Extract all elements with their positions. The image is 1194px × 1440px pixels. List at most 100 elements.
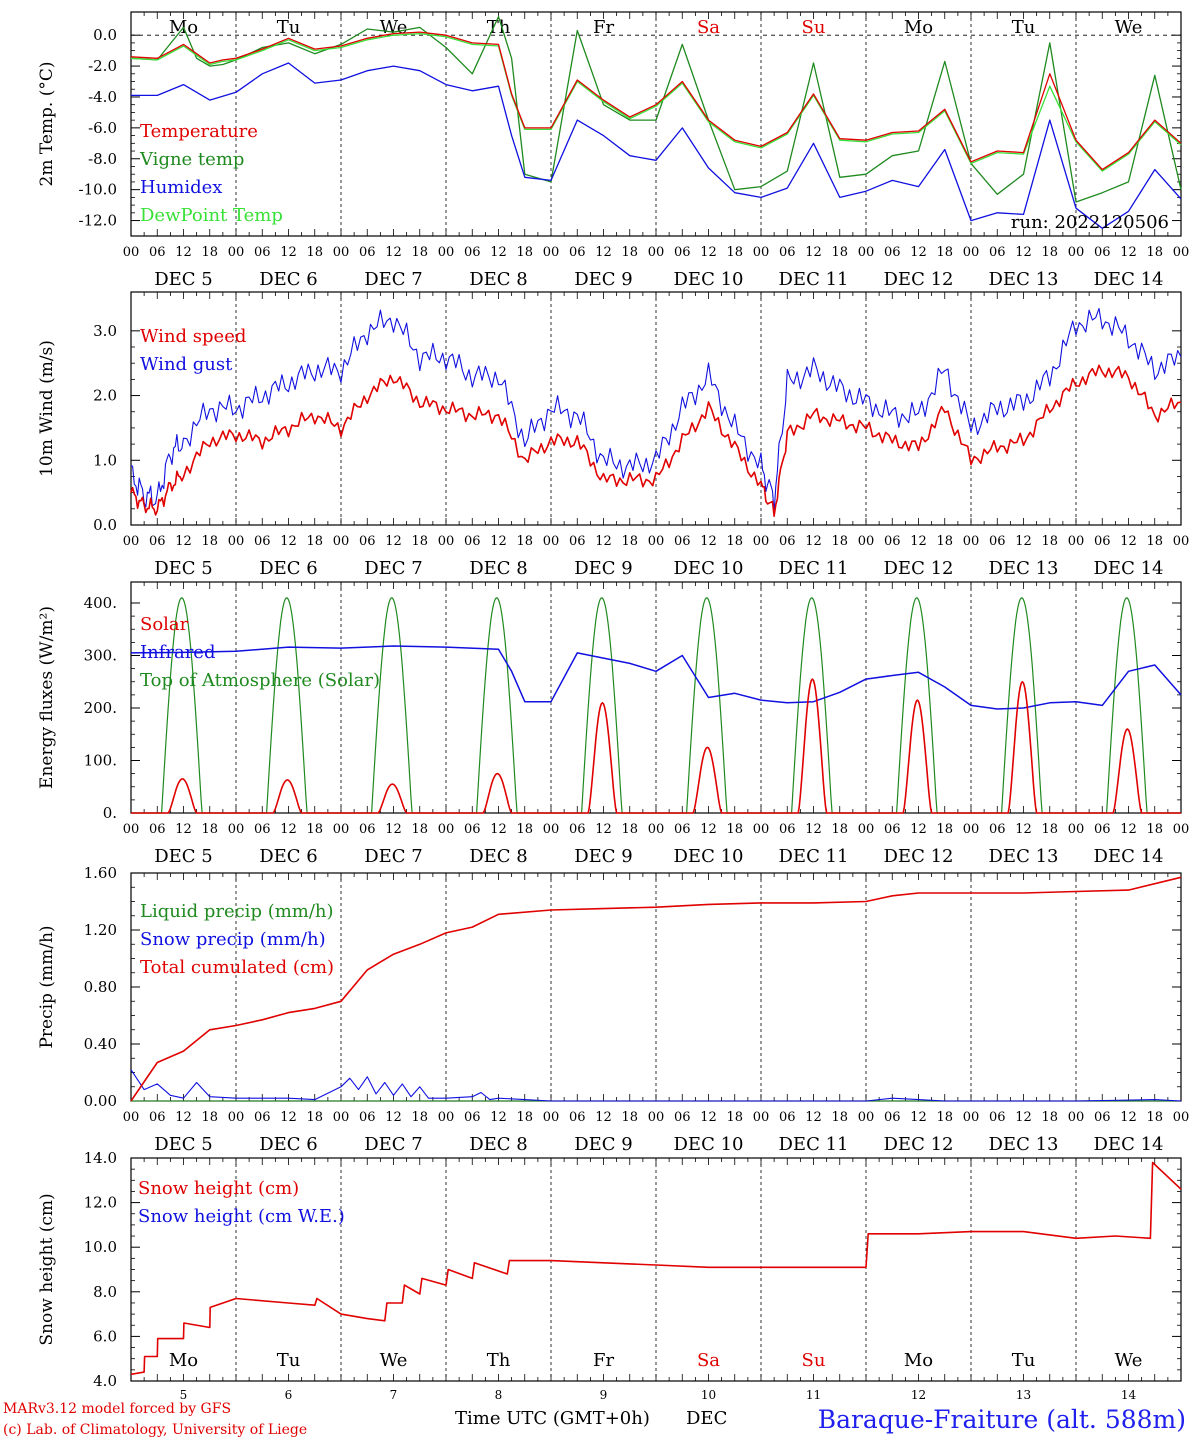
legend-entry: Snow height (cm W.E.): [138, 1206, 345, 1227]
hour-tick-label: 00: [963, 534, 980, 549]
panel-1: 0.0 -2.0 -4.0 -6.0 -8.0 -10.0 -12.0 2m Temp. (°…: [37, 11, 1189, 290]
y-tick-label: 14.0: [84, 1149, 117, 1167]
series-total-cumulated-cm-: [130, 876, 1182, 1102]
legend-entry: Temperature: [140, 121, 258, 142]
date-label: DEC 13: [989, 1134, 1059, 1155]
credit-model: MARv3.12 model forced by GFS: [3, 1401, 231, 1417]
date-label: DEC 9: [574, 846, 633, 867]
hour-tick-label: 18: [516, 822, 533, 837]
hour-tick-label: 12: [910, 1110, 927, 1125]
date-label: DEC 14: [1094, 1134, 1164, 1155]
hour-tick-label: 00: [438, 1110, 455, 1125]
y-tick-label: 6.0: [93, 1327, 117, 1345]
hour-tick-label: 06: [989, 245, 1006, 260]
y-tick-label: 0.00: [84, 1092, 117, 1110]
weekday-label: Sa: [697, 17, 720, 38]
panel-3: 0. 100. 200. 300. 400. Energy fluxes (W/m²) 00…: [37, 581, 1189, 867]
weekday-label: Tu: [277, 1350, 301, 1371]
y-tick-label: 0.0: [93, 26, 117, 44]
hour-tick-label: 06: [569, 822, 586, 837]
y-tick-label: 0.80: [84, 978, 117, 996]
hour-tick-label: 18: [621, 534, 638, 549]
y-axis-label: Precip (mm/h): [37, 925, 57, 1048]
hour-tick-label: 18: [936, 1110, 953, 1125]
legend-entry: Snow height (cm): [138, 1178, 299, 1199]
legend-entry: Wind speed: [140, 326, 246, 347]
y-tick-label: 0.0: [93, 516, 117, 534]
y-tick-label: -2.0: [88, 57, 117, 75]
hour-tick-label: 00: [858, 1110, 875, 1125]
panel-5: 4.0 6.0 8.0 10.0 12.0 14.0 Snow height (cm) Sno…: [37, 1149, 1182, 1402]
weekday-label: Su: [802, 1350, 826, 1371]
y-tick-label: 0.40: [84, 1035, 117, 1053]
hour-tick-label: 12: [280, 245, 297, 260]
day-number-label: 6: [285, 1388, 293, 1402]
hour-tick-label: 12: [1120, 245, 1137, 260]
hour-tick-label: 18: [306, 1110, 323, 1125]
day-number-label: 5: [180, 1388, 188, 1402]
hour-tick-label: 18: [1146, 1110, 1163, 1125]
hour-tick-label: 12: [805, 822, 822, 837]
hour-tick-label: 18: [201, 822, 218, 837]
hour-tick-label: 06: [149, 822, 166, 837]
date-label: DEC 7: [364, 846, 423, 867]
hour-tick-label: 18: [831, 822, 848, 837]
hour-tick-label: 00: [228, 245, 245, 260]
hour-tick-label: 06: [359, 534, 376, 549]
hour-tick-label: 06: [254, 822, 271, 837]
hour-tick-label: 12: [1120, 1110, 1137, 1125]
hour-tick-label: 06: [1094, 245, 1111, 260]
hour-tick-label: 00: [963, 245, 980, 260]
hour-tick-label: 06: [884, 1110, 901, 1125]
weekday-label: Fr: [593, 17, 614, 38]
y-tick-label: 10.0: [84, 1238, 117, 1256]
hour-tick-label: 06: [884, 245, 901, 260]
hour-tick-label: 18: [516, 534, 533, 549]
y-tick-label: 3.0: [93, 322, 117, 340]
hour-tick-label: 00: [1068, 534, 1085, 549]
hour-tick-label: 18: [201, 245, 218, 260]
hour-tick-label: 06: [989, 534, 1006, 549]
date-label: DEC 5: [154, 1134, 213, 1155]
hour-tick-label: 12: [910, 534, 927, 549]
hour-tick-label: 18: [1041, 245, 1058, 260]
y-tick-label: -10.0: [79, 181, 117, 199]
hour-tick-label: 00: [543, 245, 560, 260]
date-label: DEC 6: [259, 1134, 318, 1155]
hour-tick-label: 12: [1015, 822, 1032, 837]
hour-tick-label: 12: [805, 245, 822, 260]
hour-tick-label: 18: [726, 822, 743, 837]
date-label: DEC 8: [469, 846, 528, 867]
hour-tick-label: 00: [228, 534, 245, 549]
y-tick-label: -4.0: [88, 88, 117, 106]
hour-tick-label: 12: [490, 1110, 507, 1125]
legend-entry: Snow precip (mm/h): [140, 929, 326, 950]
hour-tick-label: 12: [595, 822, 612, 837]
hour-tick-label: 12: [700, 1110, 717, 1125]
hour-tick-label: 00: [648, 1110, 665, 1125]
hour-tick-label: 00: [648, 245, 665, 260]
weekday-label: Mo: [904, 17, 933, 38]
hour-tick-label: 12: [490, 534, 507, 549]
hour-tick-label: 06: [884, 822, 901, 837]
date-label: DEC 11: [779, 558, 849, 579]
date-label: DEC 12: [884, 558, 954, 579]
series-dewpoint-temp: [130, 32, 1182, 172]
hour-tick-label: 00: [963, 822, 980, 837]
legend-entry: Total cumulated (cm): [140, 957, 334, 978]
hour-tick-label: 12: [1015, 534, 1032, 549]
date-label: DEC 10: [674, 1134, 744, 1155]
date-label: DEC 9: [574, 269, 633, 290]
y-tick-label: -12.0: [79, 212, 117, 230]
hour-tick-label: 00: [858, 822, 875, 837]
date-label: DEC 6: [259, 558, 318, 579]
date-label: DEC 9: [574, 558, 633, 579]
date-label: DEC 12: [884, 269, 954, 290]
hour-tick-label: 06: [1094, 1110, 1111, 1125]
hour-tick-label: 12: [910, 245, 927, 260]
day-number-label: 13: [1016, 1388, 1031, 1402]
hour-tick-label: 06: [149, 245, 166, 260]
y-tick-label: 2.0: [93, 387, 117, 405]
date-label: DEC 14: [1094, 558, 1164, 579]
